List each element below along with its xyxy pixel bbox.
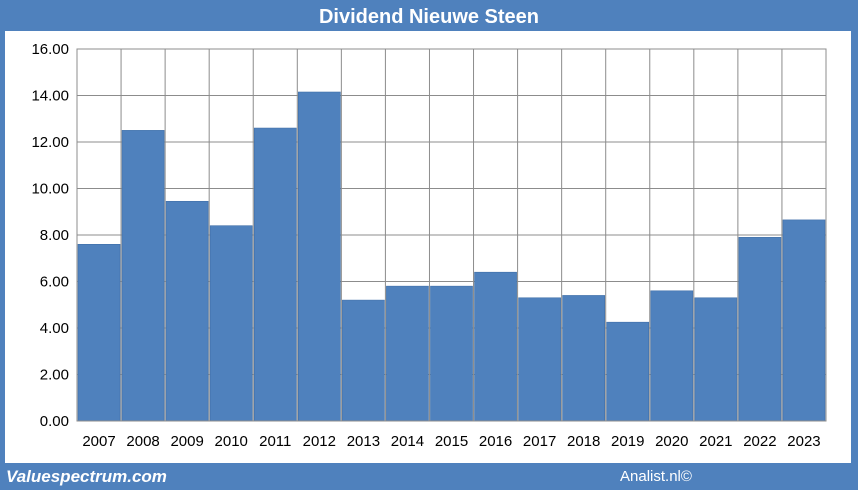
plot-border: [76, 48, 827, 422]
x-tick-label: 2023: [787, 433, 820, 450]
y-tick-label: 12.00: [31, 134, 69, 151]
bar-2009: [165, 200, 209, 422]
x-tick-label: 2020: [655, 433, 688, 450]
y-tick-label: 4.00: [40, 320, 69, 337]
footer-source-right: Analist.nl©: [620, 468, 692, 485]
x-tick-label: 2013: [347, 433, 380, 450]
x-tick-label: 2008: [126, 433, 159, 450]
bar-2020: [650, 290, 694, 422]
y-tick-label: 8.00: [40, 227, 69, 244]
y-tick-label: 2.00: [40, 367, 69, 384]
bar-2018: [562, 295, 606, 422]
bar-2013: [342, 299, 385, 422]
bar-2012: [297, 91, 341, 422]
bar-2022: [738, 237, 782, 422]
footer-source-left: Valuespectrum.com: [6, 467, 167, 486]
bar-2021: [694, 297, 738, 422]
bar-2010: [209, 225, 253, 422]
x-tick-label: 2016: [479, 433, 512, 450]
x-tick-label: 2007: [82, 433, 115, 450]
y-tick-label: 16.00: [31, 41, 69, 58]
plot-panel: 0.00 2.00 4.00 6.00 8.00 10.00 12.00 14.00 16.00…: [5, 31, 851, 463]
bar-2014: [386, 285, 429, 422]
x-tick-label: 2009: [170, 433, 203, 450]
x-tick-label: 2021: [699, 433, 732, 450]
bar-2016: [474, 271, 517, 422]
bar-2017: [518, 297, 561, 422]
x-tick-label: 2012: [303, 433, 336, 450]
x-tick-label: 2011: [259, 433, 291, 450]
bar-2015: [430, 285, 473, 422]
bar-2008: [121, 130, 165, 422]
x-tick-label: 2019: [611, 433, 644, 450]
bar-2011: [253, 127, 297, 422]
x-tick-label: 2018: [567, 433, 600, 450]
bar-2019: [606, 321, 650, 422]
x-tick-label: 2015: [435, 433, 468, 450]
bar-2007: [77, 244, 121, 422]
y-tick-label: 10.00: [31, 181, 69, 198]
y-tick-label: 0.00: [40, 413, 69, 430]
x-tick-label: 2017: [523, 433, 556, 450]
y-tick-label: 6.00: [40, 274, 69, 291]
bar-chart: 0.00 2.00 4.00 6.00 8.00 10.00 12.00 14.00 16.00…: [31, 41, 827, 450]
x-tick-label: 2010: [215, 433, 248, 450]
x-tick-label: 2014: [391, 433, 424, 450]
x-tick-label: 2022: [743, 433, 776, 450]
chart-title: Dividend Nieuwe Steen: [318, 6, 540, 28]
y-tick-label: 14.00: [31, 88, 69, 105]
bar-2023: [782, 219, 826, 422]
